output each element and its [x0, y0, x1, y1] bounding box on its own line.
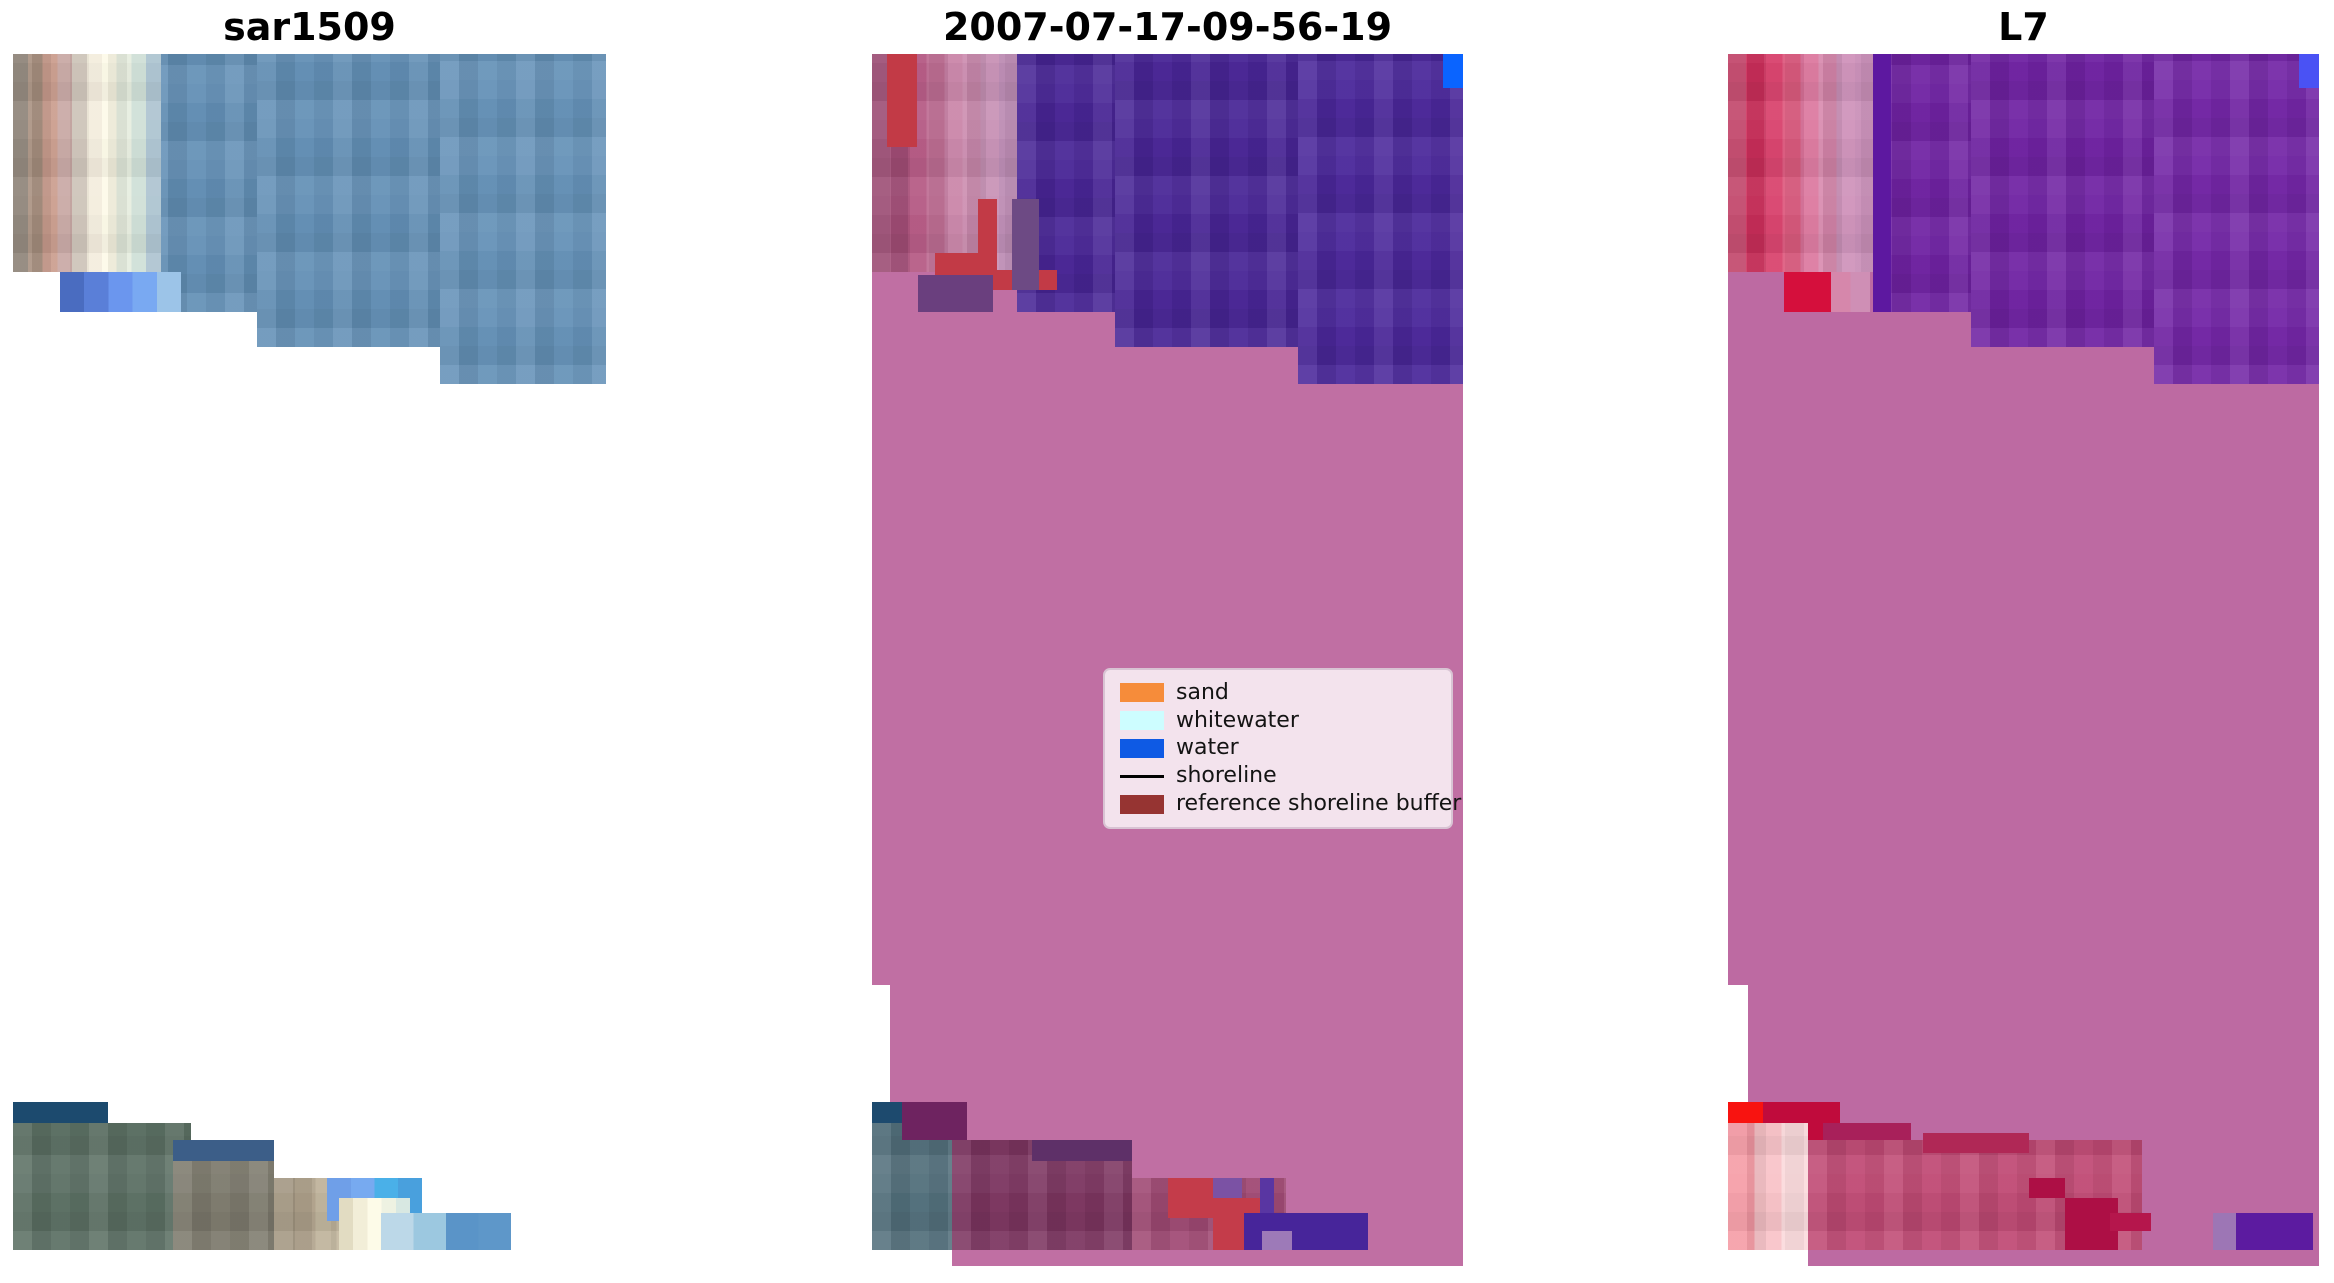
panel-title-classified-date: 2007-07-17-09-56-19	[942, 5, 1393, 49]
shadow-column	[1012, 199, 1040, 291]
water-line	[59, 272, 181, 313]
legend-label: whitewater	[1176, 707, 1299, 733]
bottom-white-corner	[1728, 1250, 1808, 1266]
sea-indigo-mid	[1114, 54, 1298, 348]
sea-field-left	[149, 54, 258, 313]
shore-gradient-band	[13, 54, 162, 273]
edge-notch	[872, 984, 890, 1103]
legend-item-reference-shoreline-buffer: reference shoreline buffer	[1120, 793, 1461, 815]
buffer-red-bar	[977, 199, 997, 253]
lower-olive-field	[13, 1122, 191, 1251]
legend-label: water	[1176, 735, 1239, 761]
panel-l7-classified	[1728, 54, 2319, 1266]
legend-item-water: water	[1120, 737, 1443, 759]
buffer-red-column	[886, 54, 917, 148]
legend-item-shoreline: shoreline	[1120, 765, 1443, 787]
water-pixel	[1442, 54, 1463, 88]
sea-purple-right	[2153, 54, 2319, 384]
panel-title-l7: L7	[1998, 5, 2049, 49]
lower-crimson-bar	[1923, 1132, 2030, 1154]
panel-classified-2007-07-17	[872, 54, 1463, 1266]
lower-crimson-row	[1822, 1122, 1912, 1140]
buffer-crimson-patch	[1784, 272, 1832, 313]
sea-field-right	[439, 54, 606, 384]
lower-red-block	[1728, 1102, 1764, 1123]
legend-item-sand: sand	[1120, 679, 1443, 705]
lower-purple-patch	[1213, 1177, 1242, 1199]
edge-notch	[1728, 984, 1749, 1103]
dark-purple-block	[918, 274, 994, 313]
purple-dark-edge	[1872, 54, 1891, 313]
legend-line-swatch	[1120, 774, 1164, 778]
lower-pink-column	[1728, 1122, 1808, 1251]
lower-magenta-block	[901, 1102, 967, 1140]
lower-violet-block	[2236, 1212, 2314, 1251]
legend-label: shoreline	[1176, 763, 1277, 789]
legend-label: sand	[1176, 679, 1229, 705]
lower-dark-streak	[1031, 1139, 1133, 1161]
lower-crimson-diagonal	[2064, 1198, 2119, 1251]
legend-color-swatch	[1120, 738, 1164, 758]
water-pixel	[2298, 54, 2319, 88]
panel-sar-image	[13, 54, 606, 1266]
lower-purple-bar	[1260, 1177, 1274, 1218]
shore-band	[1728, 54, 1873, 273]
lower-crimson-patch	[2029, 1177, 2065, 1199]
lower-red-patch	[1167, 1177, 1213, 1218]
lower-navy-streak	[173, 1139, 274, 1161]
lower-teal-column	[872, 1122, 952, 1251]
lower-lavender-column	[2212, 1212, 2237, 1251]
legend-color-swatch	[1120, 683, 1164, 703]
lower-lavender-column	[1262, 1230, 1292, 1251]
bottom-white-corner	[872, 1250, 952, 1266]
legend-label: reference shoreline buffer	[1176, 791, 1462, 817]
legend-item-whitewater: whitewater	[1120, 707, 1443, 733]
sea-field-mid	[256, 54, 441, 348]
lower-steel-streak	[380, 1212, 512, 1251]
sea-purple-mid	[1970, 54, 2154, 348]
lower-navy-block	[13, 1102, 108, 1123]
legend: sand whitewater water shoreline reference sh…	[1103, 668, 1461, 829]
legend-color-swatch	[1120, 711, 1164, 731]
lower-navy-block	[872, 1102, 902, 1123]
buffer-mauve-base	[1728, 272, 2319, 1266]
sea-indigo-right	[1297, 54, 1463, 384]
legend-color-swatch	[1120, 794, 1164, 814]
pink-columns	[1831, 272, 1870, 313]
panel-title-sar: sar1509	[223, 5, 396, 49]
lower-crimson-step	[2109, 1212, 2152, 1231]
